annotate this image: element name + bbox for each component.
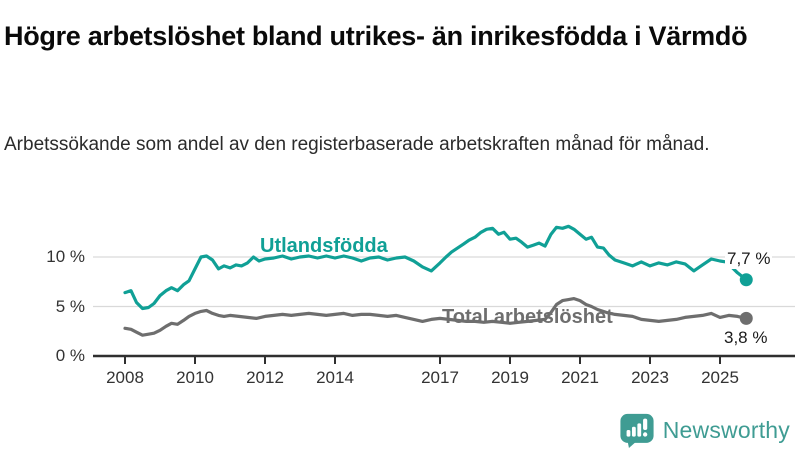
series-label-total-arbetsloshet: Total arbetslöshet xyxy=(442,306,613,328)
series-end-dot-total xyxy=(739,311,753,325)
series-line-utlandsfodda xyxy=(123,224,748,311)
end-value-label-utlandsfodda: 7,7 % xyxy=(725,249,773,269)
x-tick-label: 2014 xyxy=(316,368,354,387)
newsworthy-logo-text: Newsworthy xyxy=(662,416,790,443)
series-label-utlandsfodda: Utlandsfödda xyxy=(260,235,388,257)
page-title: Högre arbetslöshet bland utrikes- än inr… xyxy=(4,21,748,52)
newsworthy-logo: Newsworthy xyxy=(619,411,790,449)
chart-subtitle: Arbetssökande som andel av den registerb… xyxy=(4,134,710,155)
x-tick-label: 2023 xyxy=(631,368,669,387)
x-tick-label: 2021 xyxy=(561,368,599,387)
y-tick-label: 0 % xyxy=(55,346,85,365)
x-tick-label: 2017 xyxy=(421,368,459,387)
x-tick-label: 2025 xyxy=(701,368,739,387)
end-value-label-total: 3,8 % xyxy=(722,328,770,348)
y-tick-label: 10 % xyxy=(46,247,85,266)
series-end-dot-utlandsfodda xyxy=(739,273,753,287)
series-line-total xyxy=(123,297,748,337)
x-tick-label: 2019 xyxy=(491,368,529,387)
x-tick-label: 2012 xyxy=(246,368,284,387)
y-tick-label: 5 % xyxy=(55,296,85,316)
x-tick-label: 2008 xyxy=(106,368,144,387)
x-tick-label: 2010 xyxy=(176,368,214,387)
newsworthy-bubble-chart-icon xyxy=(620,413,654,448)
